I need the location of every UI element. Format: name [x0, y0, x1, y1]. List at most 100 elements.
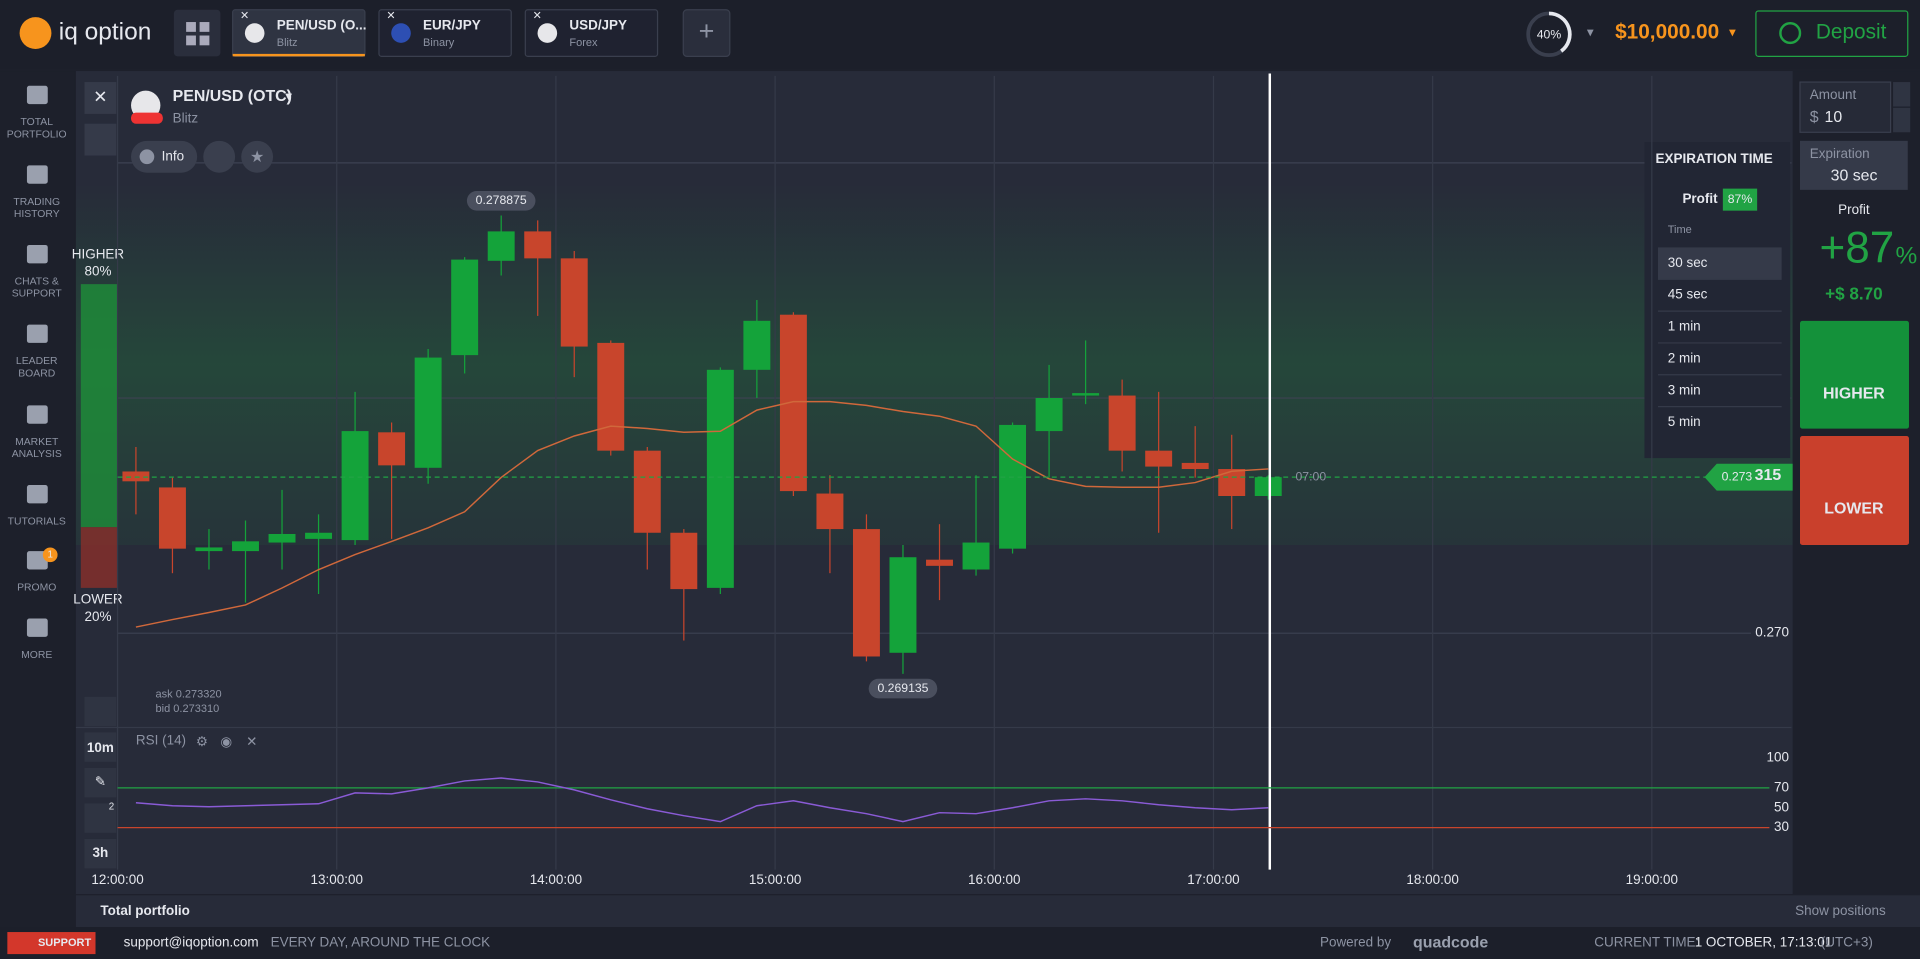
expiration-field[interactable]: [1800, 140, 1908, 190]
plus-icon: +: [699, 16, 715, 46]
expiration-option[interactable]: 45 sec: [1668, 287, 1708, 302]
footer: [0, 927, 1920, 959]
balance-arrow[interactable]: ▾: [1729, 25, 1736, 40]
nav-label[interactable]: BOARD: [18, 368, 55, 379]
nav-label[interactable]: PORTFOLIO: [7, 129, 67, 140]
nav-icon[interactable]: [26, 324, 48, 343]
nav-label[interactable]: SUPPORT: [12, 289, 63, 300]
icon: [186, 22, 196, 32]
tab-sub: Forex: [569, 37, 598, 49]
nav-label[interactable]: HISTORY: [14, 209, 60, 220]
tab-sub: Blitz: [277, 37, 298, 49]
nav-icon[interactable]: [26, 551, 48, 570]
tab-close[interactable]: ✕: [240, 10, 249, 22]
apps-button[interactable]: [173, 9, 221, 57]
price-tag: [1704, 463, 1793, 491]
draw-button[interactable]: [84, 767, 117, 798]
rsi-line: [135, 777, 1269, 823]
time-label: 16:00:00: [968, 872, 1020, 887]
nav-icon[interactable]: [26, 165, 48, 184]
rsi-visibility[interactable]: ◉: [220, 734, 232, 749]
tab-close[interactable]: ✕: [386, 10, 395, 22]
asset-name[interactable]: PEN/USD (OTC): [173, 88, 292, 105]
rsi-settings[interactable]: ⚙: [196, 734, 208, 749]
range-button[interactable]: [84, 838, 117, 869]
nav-label[interactable]: MORE: [21, 650, 52, 661]
logo[interactable]: iq option: [59, 19, 152, 46]
nav-icon[interactable]: [26, 618, 48, 637]
amount-field[interactable]: [1799, 81, 1892, 133]
balance[interactable]: $10,000.00: [1615, 21, 1719, 44]
nav-label[interactable]: TUTORIALS: [8, 517, 66, 528]
period-button[interactable]: [84, 732, 117, 762]
nav-label[interactable]: TRADING: [13, 197, 60, 208]
option-selected: [1657, 247, 1782, 280]
nav-icon[interactable]: [26, 85, 48, 105]
nav-icon[interactable]: [26, 485, 48, 504]
nav-label[interactable]: LEADER: [16, 356, 58, 367]
nav-label[interactable]: MARKET: [15, 437, 59, 448]
tab-close[interactable]: ✕: [533, 10, 542, 22]
time-label: 13:00:00: [311, 872, 363, 887]
show-positions[interactable]: Show positions: [1795, 903, 1886, 918]
rsi-tick-label: 50: [1774, 799, 1789, 814]
nav-label[interactable]: CHATS &: [15, 276, 59, 287]
candle-body: [1218, 469, 1246, 496]
time-label: CURRENT TIME:: [1594, 935, 1699, 950]
collapse-chart[interactable]: [84, 123, 117, 156]
amount-plus[interactable]: [1893, 82, 1911, 107]
support-button[interactable]: [7, 932, 96, 955]
close-chart[interactable]: [84, 82, 117, 114]
tab-title: USD/JPY: [569, 17, 627, 32]
max-label-bg: [466, 190, 536, 211]
profit-label: Profit: [1838, 202, 1870, 217]
add-tab[interactable]: [682, 9, 731, 57]
nav-icon[interactable]: [26, 405, 48, 424]
moving-average: [135, 400, 1269, 628]
nav-label[interactable]: ANALYSIS: [12, 449, 62, 460]
menu-time: Time: [1668, 224, 1692, 236]
indicator-button[interactable]: [84, 803, 117, 833]
nav-label[interactable]: TOTAL: [20, 117, 53, 128]
info-button[interactable]: [131, 140, 198, 173]
profit-unit: %: [1896, 243, 1918, 270]
expiration-option[interactable]: 1 min: [1668, 319, 1701, 334]
dropdown-arrow[interactable]: ▾: [1587, 25, 1594, 40]
asset-arrow[interactable]: ▾: [285, 88, 292, 103]
amount-minus[interactable]: [1893, 107, 1911, 133]
period: 10m: [87, 740, 114, 755]
higher-button[interactable]: [1800, 320, 1909, 429]
indicator-badge: 2: [109, 802, 114, 813]
candle-body: [487, 231, 515, 261]
currency: $: [1810, 109, 1819, 126]
lower-pct: 20%: [84, 609, 111, 624]
time-label: 12:00:00: [91, 872, 143, 887]
time-zone: (UTC+3): [1821, 935, 1873, 950]
level-arc: [1548, 11, 1572, 53]
rsi-label: RSI (14): [136, 733, 186, 748]
lower-button[interactable]: [1800, 436, 1909, 546]
alert-button[interactable]: [203, 140, 236, 173]
favorite-button[interactable]: [241, 140, 274, 173]
profit-amount: +$ 8.70: [1825, 284, 1883, 304]
tab[interactable]: [378, 9, 512, 57]
current-time: 1 OCTOBER, 17:13:01: [1695, 935, 1832, 950]
time-label: 18:00:00: [1406, 872, 1458, 887]
tab[interactable]: [524, 9, 659, 57]
nav-icon[interactable]: [26, 244, 48, 264]
expiration-option[interactable]: 30 sec: [1668, 255, 1708, 270]
chart-type-button[interactable]: [84, 696, 117, 727]
star-icon: ★: [250, 149, 264, 166]
nav-label[interactable]: PROMO: [17, 583, 56, 594]
expiration-option[interactable]: 2 min: [1668, 350, 1701, 365]
support-label: SUPPORT: [38, 937, 92, 949]
expiration-option[interactable]: 3 min: [1668, 382, 1701, 397]
deposit-button[interactable]: [1755, 10, 1909, 57]
candle-body: [158, 487, 186, 549]
candle-body: [524, 231, 552, 259]
rsi-remove[interactable]: ✕: [246, 734, 257, 749]
candle-body: [232, 541, 259, 552]
expiration-option[interactable]: 5 min: [1668, 414, 1701, 429]
support-email[interactable]: support@iqoption.com: [124, 935, 259, 950]
